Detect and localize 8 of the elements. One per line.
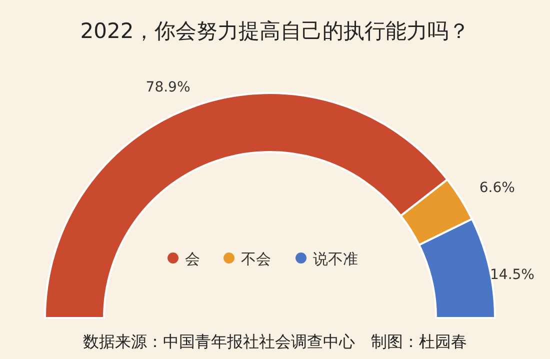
legend-label: 说不准 — [313, 250, 358, 268]
data-label: 78.9% — [146, 79, 190, 96]
legend-label: 会 — [185, 250, 200, 268]
data-label: 14.5% — [490, 267, 534, 284]
legend-label: 不会 — [241, 250, 271, 268]
source-note: 数据来源：中国青年报社社会调查中心 制图：杜园春 — [83, 332, 467, 351]
data-label: 6.6% — [479, 180, 515, 196]
chart-title: 2022，你会努力提高自己的执行能力吗？ — [80, 19, 470, 43]
